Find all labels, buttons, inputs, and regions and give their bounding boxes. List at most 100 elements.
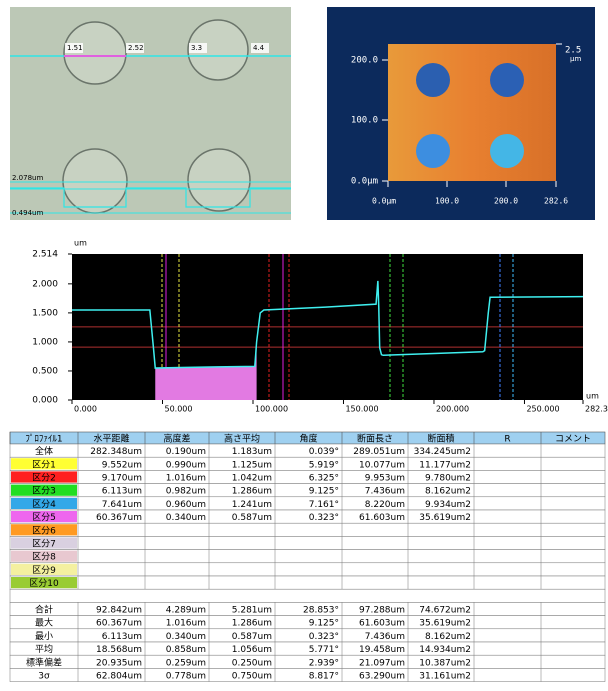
y-axis-label: 200.0 [351, 56, 378, 66]
table-cell-text: 6.325° [309, 474, 339, 484]
table-cell-text: 9.934um2 [425, 500, 471, 510]
x-tick-label: 100.000 [255, 405, 288, 414]
table-cell-text: 7.161° [309, 500, 339, 510]
table-cell-text: 61.603um [359, 619, 405, 629]
table-row-bg [10, 523, 605, 536]
table-cell-text: 9.953um [365, 474, 405, 484]
table-cell-text: 区分6 [32, 525, 56, 536]
table-row-bg [10, 497, 605, 510]
table-cell-text: 断面長さ [357, 433, 393, 445]
table-cell-text: 1.056um [232, 645, 272, 655]
table-cell-text: 9.125° [309, 487, 339, 497]
y-tick-label: 0.000 [32, 396, 58, 406]
table-row-bg [10, 484, 605, 497]
y-axis-label: 100.0 [351, 116, 378, 126]
y-unit: um [74, 239, 87, 248]
table-cell-text: 0.587um [232, 632, 272, 642]
table-cell-text: コメント [555, 435, 591, 445]
table-row-bg [10, 536, 605, 549]
app-window: ﾌﾟﾛﾌｧｲﾙ1水平距離高度差高さ平均角度断面長さ断面積Rコメント全体282.3… [0, 0, 608, 687]
table-cell-text: 6.113um [102, 487, 142, 497]
table-cell-text: 0.858um [166, 645, 206, 655]
x-axis-label: 100.0 [435, 197, 459, 206]
table-cell-text: 区分10 [29, 578, 59, 589]
x-tick-label: 50.000 [164, 405, 192, 414]
table-cell-text: 平均 [35, 643, 53, 655]
table-row-bg [10, 576, 605, 589]
table-cell-text: 10.077um [359, 460, 405, 470]
table-cell-text: 35.619um2 [419, 513, 471, 523]
table-cell-text: 1.042um [232, 474, 272, 484]
table-cell-text: 62.804um [96, 672, 142, 682]
table-cell-text: 74.672um2 [419, 606, 471, 616]
table-cell-text: 1.016um [166, 619, 206, 629]
x-tick-label: 250.000 [526, 405, 559, 414]
table-cell-text: 9.170um [102, 474, 142, 484]
table-cell-text: 区分5 [32, 512, 56, 523]
table-cell-text: 1.016um [166, 474, 206, 484]
table-cell-text: 区分1 [32, 459, 56, 470]
table-cell-text: 8.220um [365, 500, 405, 510]
table-cell-text: 8.162um2 [425, 487, 471, 497]
table-cell-text: 0.982um [166, 487, 206, 497]
table-cell-text: 61.603um [359, 513, 405, 523]
screen: ﾌﾟﾛﾌｧｲﾙ1水平距離高度差高さ平均角度断面長さ断面積Rコメント全体282.3… [0, 0, 608, 687]
table-cell-text: 7.436um [365, 487, 405, 497]
table-cell-text: 0.990um [166, 460, 206, 470]
table-cell-text: 0.340um [166, 513, 206, 523]
table-cell-text: 合計 [35, 604, 53, 616]
table-cell-text: 0.340um [166, 632, 206, 642]
table-cell-text: 最大 [35, 617, 53, 629]
table-cell-text: 標準偏差 [26, 656, 62, 668]
table-cell-text: 20.935um [96, 658, 142, 668]
table-cell-text: 6.113um [102, 632, 142, 642]
table-cell-text: 282.348um [90, 447, 142, 457]
point-label: 4.4 [253, 44, 265, 52]
table-cell-text: 高さ平均 [224, 433, 260, 445]
table-cell-text: 35.619um2 [419, 619, 471, 629]
table-cell-text: 31.161um2 [419, 672, 471, 682]
table-cell-text: 1.183um [232, 447, 272, 457]
x-tick-label: 0.000 [74, 405, 97, 414]
table-blank-row [10, 589, 605, 602]
table-cell-text: 334.245um2 [414, 447, 471, 457]
height-map [327, 7, 595, 220]
table-cell-text: 60.367um [96, 513, 142, 523]
x-axis-label: 282.6 [544, 197, 568, 206]
table-cell-text: 全体 [35, 445, 53, 457]
y-tick-label: 1.500 [32, 308, 58, 318]
table-cell-text: 8.817° [309, 672, 339, 682]
table-cell-text: 角度 [299, 433, 317, 445]
table-row-bg [10, 470, 605, 483]
table-cell-text: 0.250um [232, 658, 272, 668]
scale-value: 2.5 [565, 46, 581, 56]
table-cell-text: 1.125um [232, 460, 272, 470]
table-row-bg [10, 563, 605, 576]
table-cell-text: R [504, 435, 510, 445]
table-cell-text: 0.778um [166, 672, 206, 682]
point-label: 1.51 [67, 44, 83, 52]
table-cell-text: 0.190um [166, 447, 206, 457]
level-label: 0.494um [12, 209, 43, 217]
table-cell-text: 区分2 [32, 473, 56, 484]
y-tick-label: 2.000 [32, 279, 58, 289]
table-cell-text: 19.458um [359, 645, 405, 655]
table-cell-text: 63.290um [359, 672, 405, 682]
table-cell-text: 4.289um [166, 606, 206, 616]
table-cell-text: 高度差 [163, 433, 190, 445]
table-cell-text: 区分7 [32, 539, 56, 550]
profile-table: ﾌﾟﾛﾌｧｲﾙ1水平距離高度差高さ平均角度断面長さ断面積Rコメント全体282.3… [10, 432, 605, 682]
table-cell-text: 0.960um [166, 500, 206, 510]
table-cell-text: 10.387um2 [419, 658, 471, 668]
table-cell-text: 0.587um [232, 513, 272, 523]
table-cell-text: 289.051um [353, 447, 405, 457]
x-axis-label: 0.0μm [372, 197, 396, 206]
microscope-image [10, 7, 291, 220]
y-tick-label: 2.514 [32, 250, 58, 260]
table-cell-text: 18.568um [96, 645, 142, 655]
y-axis-label: 0.0μm [351, 177, 378, 187]
table-cell-text: 92.842um [96, 606, 142, 616]
table-cell-text: 14.934um2 [419, 645, 471, 655]
table-cell-text: 2.939° [309, 658, 339, 668]
table-cell-text: 1.286um [232, 487, 272, 497]
